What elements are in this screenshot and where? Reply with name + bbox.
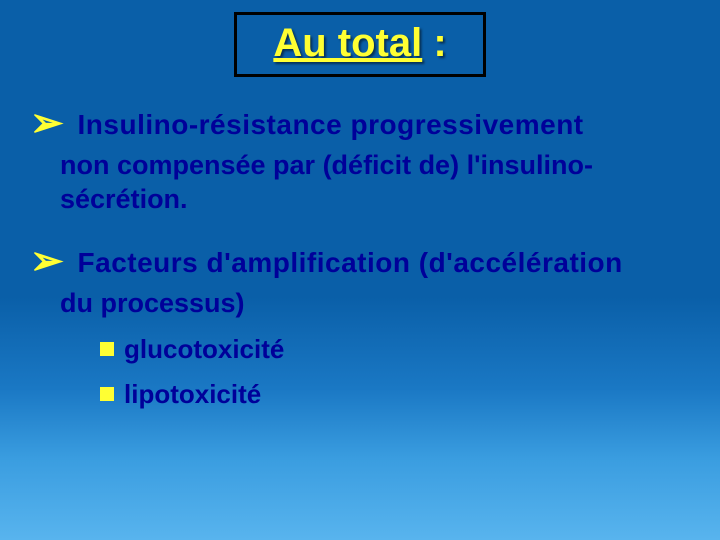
sub-item-1: glucotoxicité xyxy=(100,334,690,365)
sub-text-1: glucotoxicité xyxy=(124,334,284,365)
title-box: Au total : xyxy=(234,12,485,77)
slide: Au total : ➢ Insulino-résistance progres… xyxy=(0,0,720,540)
bullet-2-rest: du processus) xyxy=(30,287,690,321)
sub-list: glucotoxicité lipotoxicité xyxy=(30,334,690,410)
bullet-row: ➢ Facteurs d'amplification (d'accélérati… xyxy=(30,243,690,281)
arrow-icon: ➢ xyxy=(30,241,64,281)
bullet-2-line1: Facteurs d'amplification (d'accélération xyxy=(78,243,623,279)
square-icon xyxy=(100,342,114,356)
bullet-1-line1: Insulino-résistance progressivement xyxy=(78,105,584,141)
bullet-1: ➢ Insulino-résistance progressivement no… xyxy=(30,105,690,217)
bullet-row: ➢ Insulino-résistance progressivement xyxy=(30,105,690,143)
title-underlined: Au total xyxy=(273,21,422,65)
sub-item-2: lipotoxicité xyxy=(100,379,690,410)
arrow-icon: ➢ xyxy=(30,103,64,143)
square-icon xyxy=(100,387,114,401)
bullet-2: ➢ Facteurs d'amplification (d'accélérati… xyxy=(30,243,690,321)
bullet-1-rest: non compensée par (déficit de) l'insulin… xyxy=(30,149,690,217)
sub-text-2: lipotoxicité xyxy=(124,379,261,410)
title-suffix: : xyxy=(422,21,446,65)
title-text: Au total : xyxy=(273,21,446,65)
